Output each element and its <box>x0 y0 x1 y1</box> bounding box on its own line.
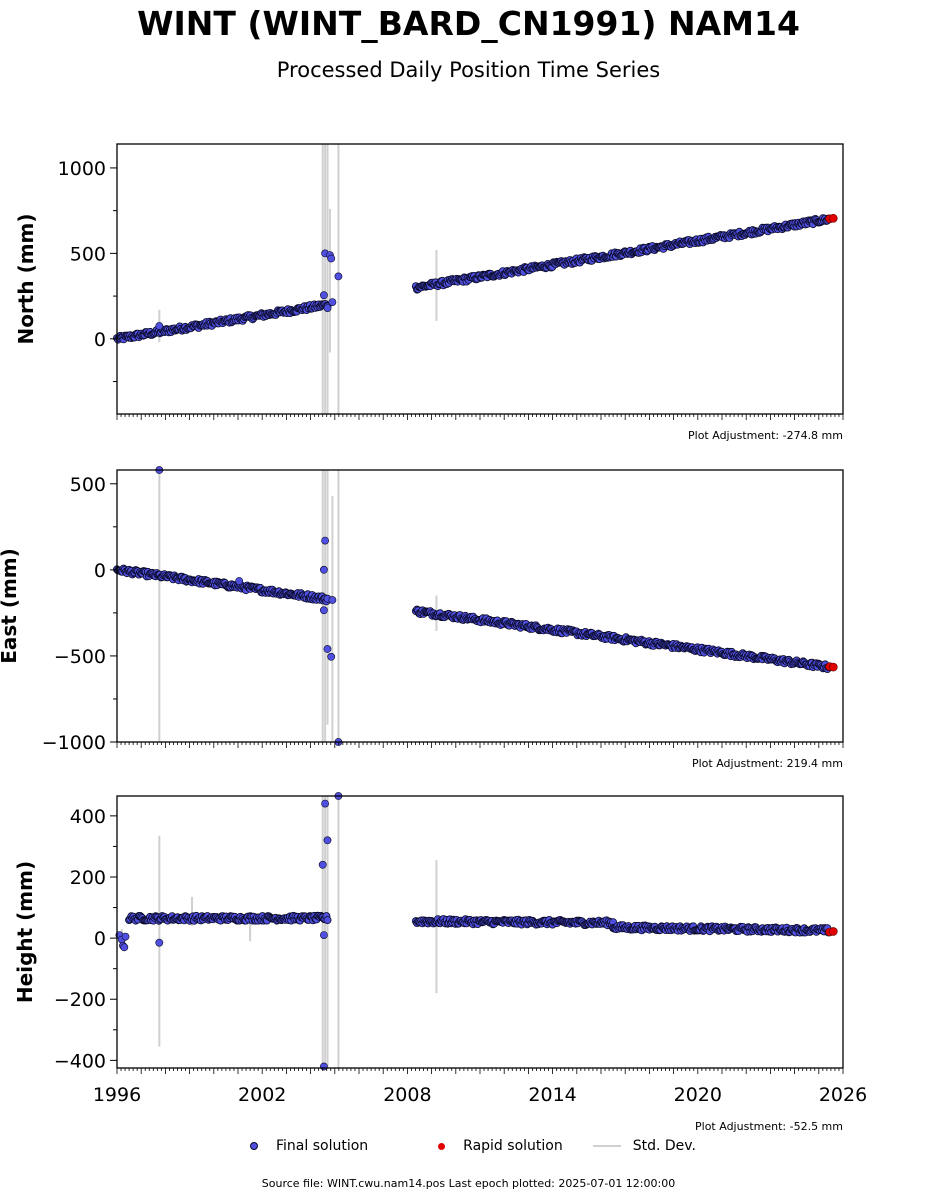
final-point-outlier <box>120 943 129 952</box>
legend-std-marker <box>592 1145 621 1147</box>
final-point <box>323 916 332 925</box>
legend-rapid-label: Rapid solution <box>463 1138 563 1154</box>
y-tick-label: −400 <box>54 1050 106 1072</box>
final-point-outlier <box>327 652 336 661</box>
y-tick-label: 1000 <box>58 158 106 180</box>
final-point-outlier <box>319 291 328 300</box>
final-point-outlier <box>328 298 337 306</box>
rapid-point <box>828 662 838 672</box>
y-axis-label: North (mm) <box>14 213 38 344</box>
final-point-outlier <box>155 322 164 330</box>
y-tick-label: 0 <box>94 329 106 351</box>
panel-0: 0 500 1000 North (mm) Plot Adjustment: -274.… <box>14 143 844 442</box>
rapid-point <box>828 214 838 223</box>
final-point-outlier <box>235 577 244 585</box>
y-tick-label: −500 <box>54 646 106 668</box>
x-tick-label: 1996 <box>93 1084 141 1106</box>
legend-rapid-marker <box>438 1142 446 1150</box>
legend-rapid: Rapid solution <box>438 1138 563 1154</box>
final-point-outlier <box>323 645 332 653</box>
plot-adjustment: Plot Adjustment: -274.8 mm <box>688 429 843 442</box>
y-axis-label: Height (mm) <box>13 861 37 1003</box>
final-point-outlier <box>319 931 328 939</box>
y-tick-label: 200 <box>70 867 106 889</box>
legend-final-marker <box>250 1142 258 1150</box>
final-point-outlier <box>323 836 332 845</box>
y-tick-label: −1000 <box>42 732 106 754</box>
x-tick-label: 2008 <box>383 1084 431 1106</box>
y-axis-label: East (mm) <box>0 548 21 664</box>
x-tick-label: 2020 <box>674 1084 722 1106</box>
final-point-outlier <box>323 304 332 312</box>
panel-frame <box>116 469 844 743</box>
x-tick-label: 2014 <box>528 1084 576 1106</box>
final-point-outlier <box>321 536 329 545</box>
y-tick-label: 400 <box>70 806 106 828</box>
final-point-outlier <box>155 938 164 947</box>
final-point-outlier <box>318 860 327 869</box>
panel-2: −400 −200 0 200 400 Height (mm) Plot Adjustmen… <box>13 792 867 1133</box>
x-tick-label: 2026 <box>819 1084 867 1106</box>
y-tick-label: 500 <box>70 474 106 496</box>
y-tick-label: 0 <box>94 928 106 950</box>
legend-final: Final solution <box>250 1138 368 1154</box>
final-point-outlier <box>319 606 328 615</box>
final-point-outlier <box>321 799 329 808</box>
chart-title: WINT (WINT_BARD_CN1991) NAM14 <box>137 4 800 43</box>
legend-std: Std. Dev. <box>592 1138 696 1154</box>
legend-final-label: Final solution <box>276 1138 369 1154</box>
y-tick-label: 500 <box>70 243 106 265</box>
y-tick-label: −200 <box>54 989 106 1011</box>
y-tick-label: 0 <box>94 560 106 582</box>
rapid-point <box>828 927 838 936</box>
legend: Final solution Rapid solution Std. Dev. <box>250 1138 726 1154</box>
panel-1: −1000 −500 0 500 East (mm) Plot Adjustment: 2… <box>0 466 844 770</box>
plot-adjustment: Plot Adjustment: 219.4 mm <box>692 757 843 770</box>
final-point-outlier <box>319 565 328 574</box>
plot-adjustment: Plot Adjustment: -52.5 mm <box>695 1120 843 1133</box>
source-caption: Source file: WINT.cwu.nam14.pos Last epo… <box>261 1177 676 1190</box>
x-tick-label: 2002 <box>238 1084 286 1106</box>
final-point-outlier <box>327 254 336 263</box>
final-point-outlier <box>334 272 343 281</box>
final-point-outlier <box>328 596 337 604</box>
chart-subtitle: Processed Daily Position Time Series <box>276 58 661 82</box>
legend-std-label: Std. Dev. <box>632 1138 696 1154</box>
final-point-outlier <box>121 932 130 941</box>
